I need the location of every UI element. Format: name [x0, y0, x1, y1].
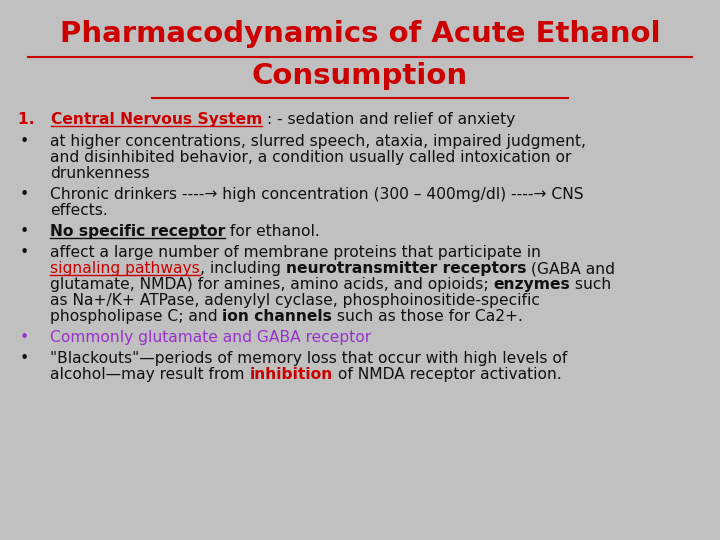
Text: inhibition: inhibition [249, 367, 333, 382]
Text: No specific receptor: No specific receptor [50, 224, 225, 239]
Text: drunkenness: drunkenness [50, 166, 150, 181]
Text: (GABA and: (GABA and [526, 261, 615, 276]
Text: at higher concentrations, slurred speech, ataxia, impaired judgment,: at higher concentrations, slurred speech… [50, 134, 586, 149]
Text: of NMDA receptor activation.: of NMDA receptor activation. [333, 367, 562, 382]
Text: alcohol—may result from: alcohol—may result from [50, 367, 249, 382]
Text: , including: , including [199, 261, 286, 276]
Text: glutamate, NMDA) for amines, amino acids, and opioids;: glutamate, NMDA) for amines, amino acids… [50, 277, 493, 292]
Text: effects.: effects. [50, 203, 108, 218]
Text: Pharmacodynamics of Acute Ethanol: Pharmacodynamics of Acute Ethanol [60, 20, 660, 48]
Text: ion channels: ion channels [222, 309, 333, 324]
Text: •: • [20, 224, 30, 239]
Text: Chronic drinkers ----→ high concentration (300 – 400mg/dl) ----→ CNS: Chronic drinkers ----→ high concentratio… [50, 187, 584, 202]
Text: as Na+/K+ ATPase, adenylyl cyclase, phosphoinositide-specific: as Na+/K+ ATPase, adenylyl cyclase, phos… [50, 293, 540, 308]
Text: •: • [20, 330, 30, 345]
Text: 1.: 1. [18, 112, 51, 127]
Text: enzymes: enzymes [493, 277, 570, 292]
Text: such as those for Ca2+.: such as those for Ca2+. [333, 309, 523, 324]
Text: : - sedation and relief of anxiety: : - sedation and relief of anxiety [262, 112, 516, 127]
Text: such: such [570, 277, 611, 292]
Text: for ethanol.: for ethanol. [225, 224, 320, 239]
Text: Central Nervous System: Central Nervous System [51, 112, 262, 127]
Text: affect a large number of membrane proteins that participate in: affect a large number of membrane protei… [50, 245, 541, 260]
Text: and disinhibited behavior, a condition usually called intoxication or: and disinhibited behavior, a condition u… [50, 150, 572, 165]
Text: neurotransmitter receptors: neurotransmitter receptors [286, 261, 526, 276]
Text: Commonly glutamate and GABA receptor: Commonly glutamate and GABA receptor [50, 330, 371, 345]
Text: signaling pathways: signaling pathways [50, 261, 199, 276]
Text: Consumption: Consumption [252, 62, 468, 90]
Text: •: • [20, 134, 30, 149]
Text: •: • [20, 245, 30, 260]
Text: •: • [20, 187, 30, 202]
Text: "Blackouts"—periods of memory loss that occur with high levels of: "Blackouts"—periods of memory loss that … [50, 351, 567, 366]
Text: phospholipase C; and: phospholipase C; and [50, 309, 222, 324]
Text: •: • [20, 351, 30, 366]
